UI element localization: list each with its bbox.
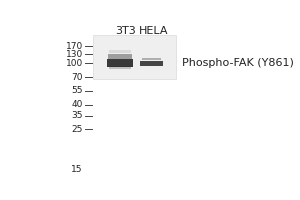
Text: HELA: HELA [139, 26, 169, 36]
Bar [108, 54, 132, 59]
Text: Phospho-FAK (Y861): Phospho-FAK (Y861) [182, 58, 293, 68]
Bar [109, 66, 131, 69]
Bar [107, 59, 133, 67]
Text: 15: 15 [71, 165, 83, 174]
Text: 25: 25 [71, 125, 83, 134]
Bar [109, 50, 131, 53]
Bar [93, 35, 176, 79]
Text: 100: 100 [66, 59, 83, 68]
Text: 55: 55 [71, 86, 83, 95]
Text: 170: 170 [66, 42, 83, 51]
Text: 3T3: 3T3 [116, 26, 136, 36]
Text: 130: 130 [66, 50, 83, 59]
Bar [140, 61, 163, 66]
Text: 40: 40 [71, 100, 83, 109]
Text: 35: 35 [71, 111, 83, 120]
Text: 70: 70 [71, 73, 83, 82]
Bar [142, 58, 161, 60]
